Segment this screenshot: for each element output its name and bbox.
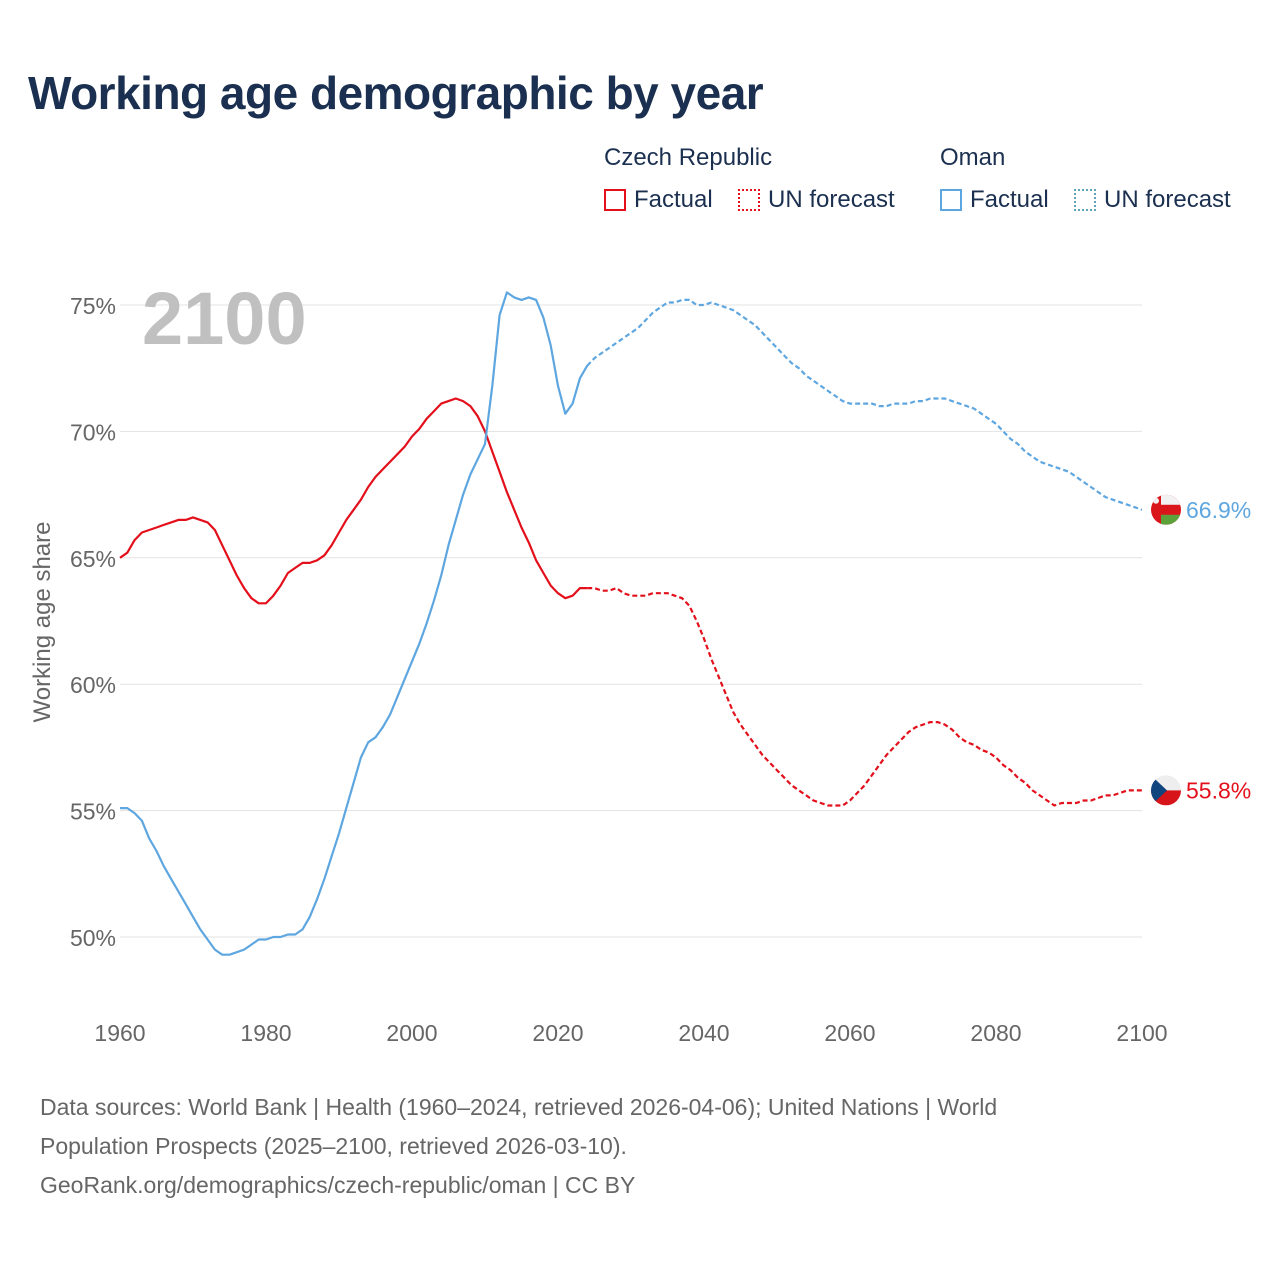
sources-link-line[interactable]: GeoRank.org/demographics/czech-republic/…: [40, 1172, 636, 1198]
grid-lines: [120, 304, 1142, 938]
x-axis-ticks: 1960 1980 2000 2020 2040 2060 2080 2100: [94, 1020, 1167, 1046]
data-sources: Data sources: World Bank | Health (1960–…: [40, 1088, 1180, 1205]
sources-line-2: Population Prospects (2025–2100, retriev…: [40, 1133, 627, 1159]
legend-label: UN forecast: [1104, 186, 1231, 213]
x-tick-label: 2000: [386, 1020, 437, 1046]
czech-republic-flag-icon: [1151, 775, 1181, 806]
oman-flag-icon: [1151, 494, 1181, 525]
end-markers: 55.8% 66.9%: [1151, 494, 1251, 806]
x-tick-label: 2100: [1116, 1020, 1167, 1046]
end-value-label: 66.9%: [1186, 497, 1251, 523]
series-line-forecast: [586, 298, 1143, 511]
legend-label: Factual: [634, 186, 713, 213]
legend-swatch-dotted: [1074, 189, 1096, 211]
legend-label: Factual: [970, 186, 1049, 213]
y-tick-label: 60%: [70, 672, 116, 698]
x-tick-label: 1960: [94, 1020, 145, 1046]
y-axis-ticks: 50% 55% 60% 65% 70% 75%: [70, 293, 116, 951]
x-tick-label: 2080: [970, 1020, 1021, 1046]
legend-swatch-solid: [604, 189, 626, 211]
series-lines: [119, 291, 1143, 956]
series-line-factual: [119, 397, 588, 605]
legend-item-oman-factual[interactable]: Factual: [940, 186, 1049, 214]
y-tick-label: 65%: [70, 546, 116, 572]
legend-group-czech-republic: Czech Republic: [604, 144, 773, 171]
y-tick-label: 70%: [70, 419, 116, 445]
chart-title: Working age demographic by year: [28, 67, 764, 119]
series-line-forecast: [587, 587, 1142, 807]
end-value-label: 55.8%: [1186, 777, 1251, 803]
year-label: 2100: [142, 277, 307, 360]
x-tick-label: 2040: [678, 1020, 729, 1046]
legend-item-czech-forecast[interactable]: UN forecast: [738, 186, 895, 214]
x-tick-label: 2020: [532, 1020, 583, 1046]
series-line-factual: [120, 291, 589, 956]
x-tick-label: 2060: [824, 1020, 875, 1046]
legend-swatch-dotted: [738, 189, 760, 211]
legend-item-oman-forecast[interactable]: UN forecast: [1074, 186, 1231, 214]
legend-group-oman: Oman: [940, 144, 1006, 171]
sources-line-1: Data sources: World Bank | Health (1960–…: [40, 1094, 998, 1120]
legend-swatch-solid: [940, 189, 962, 211]
x-tick-label: 1980: [240, 1020, 291, 1046]
y-tick-label: 55%: [70, 799, 116, 825]
y-tick-label: 50%: [70, 925, 116, 951]
legend-label: UN forecast: [768, 186, 895, 213]
y-axis-label: Working age share: [29, 522, 56, 723]
line-chart: 50% 55% 60% 65% 70% 75% 1960 1980 2000 2020 2040 2…: [29, 277, 1251, 1046]
legend-item-czech-factual[interactable]: Factual: [604, 186, 713, 214]
y-tick-label: 75%: [70, 293, 116, 319]
